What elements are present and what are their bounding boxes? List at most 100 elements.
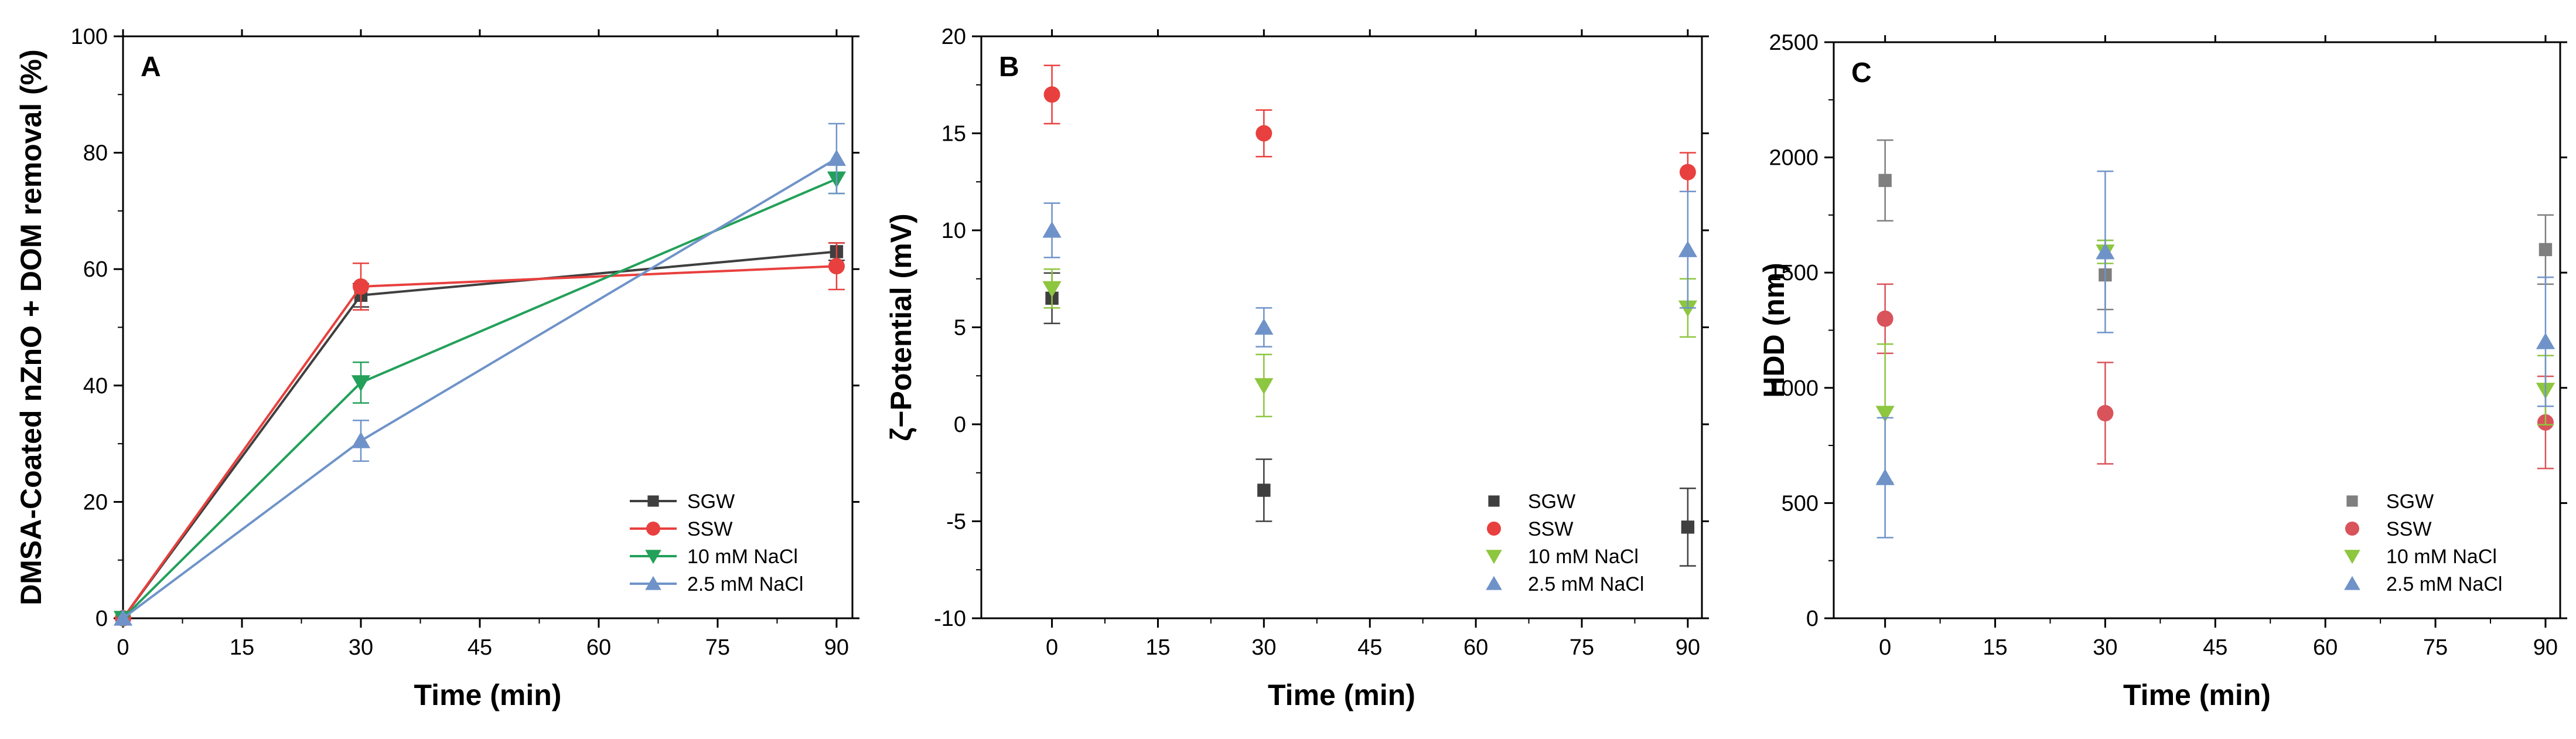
legend-label: SGW <box>2386 491 2434 513</box>
series-sgw <box>1043 272 1696 567</box>
data-point <box>2536 332 2555 349</box>
y-tick-label: 5 <box>954 316 966 340</box>
x-tick-label: 30 <box>1251 635 1276 660</box>
legend-marker <box>2344 575 2360 590</box>
legend: SGW SSW 10 mM NaCl 2.5 mM NaCl <box>630 491 803 595</box>
x-tick-label: 45 <box>468 635 492 660</box>
series-sgw <box>1876 139 2554 311</box>
y-tick-label: 1000 <box>1769 376 1818 401</box>
legend-label: 2.5 mM NaCl <box>1528 573 1644 595</box>
x-tick-label: 30 <box>2093 635 2117 660</box>
legend-marker <box>645 550 661 564</box>
x-tick-label: 0 <box>1879 635 1891 660</box>
data-point <box>352 278 369 295</box>
series-10-mm-nacl <box>1042 268 1697 418</box>
x-tick-label: 0 <box>117 635 129 660</box>
data-point <box>1678 300 1697 317</box>
data-point <box>1875 406 1895 423</box>
series-2-5-mm-nacl <box>1042 190 1697 348</box>
series-2-5-mm-nacl <box>1875 170 2555 539</box>
data-point <box>1257 483 1271 497</box>
panel-a: 0 15 30 45 60 75 90 0 20 40 60 80 100 Time (min) DMSA-… <box>15 25 859 711</box>
data-point <box>1042 281 1062 298</box>
y-tick-label: 1500 <box>1769 261 1818 285</box>
x-tick-label: 90 <box>824 635 849 660</box>
x-tick-label: 45 <box>1357 635 1382 660</box>
y-tick-label: 40 <box>83 374 108 399</box>
legend-marker <box>1488 495 1500 507</box>
y-tick-label: 0 <box>95 607 108 631</box>
y-tick-label: 500 <box>1782 491 1818 516</box>
panel-label: B <box>999 52 1019 83</box>
data-point <box>351 431 371 448</box>
data-point <box>113 609 133 626</box>
x-axis-title: Time (min) <box>2123 679 2271 711</box>
y-tick-label: -10 <box>934 607 966 631</box>
legend: SGW SSW 10 mM NaCl 2.5 mM NaCl <box>1486 491 1644 595</box>
series-2-5-mm-nacl <box>113 122 847 626</box>
y-axis-title: DMSA-Coated nZnO + DOM removal (%) <box>15 49 47 605</box>
legend-marker <box>1486 550 1502 564</box>
x-tick-label: 75 <box>2423 635 2448 660</box>
legend-marker <box>2344 550 2360 564</box>
y-tick-label: 2000 <box>1769 146 1818 171</box>
y-tick-label: 15 <box>941 122 966 147</box>
x-axis-title: Time (min) <box>1268 679 1415 711</box>
y-tick-label: 10 <box>941 219 966 243</box>
data-point <box>1876 310 1893 327</box>
plot-frame <box>1833 41 2561 619</box>
series-ssw <box>1876 283 2554 469</box>
x-tick-label: 60 <box>1463 635 1488 660</box>
data-point <box>1878 173 1892 188</box>
data-point <box>2539 243 2553 257</box>
data-point <box>1875 468 1895 485</box>
x-tick-label: 90 <box>2533 635 2558 660</box>
legend-label: 10 mM NaCl <box>2386 546 2497 568</box>
series-ssw <box>1043 64 1696 193</box>
x-axis-title: Time (min) <box>414 679 562 711</box>
legend-marker <box>2346 495 2358 507</box>
legend-marker <box>646 522 660 536</box>
legend-marker <box>1486 575 1502 590</box>
legend-marker <box>1487 522 1501 536</box>
data-point <box>1681 520 1695 534</box>
x-tick-label: 0 <box>1046 635 1058 660</box>
legend-label: 2.5 mM NaCl <box>2386 573 2502 595</box>
data-point <box>1042 221 1062 238</box>
legend: SGW SSW 10 mM NaCl 2.5 mM NaCl <box>2344 491 2502 595</box>
y-axis-title: HDD (nm) <box>1758 263 1790 398</box>
x-tick-label: 75 <box>705 635 730 660</box>
y-tick-label: 20 <box>83 490 108 515</box>
x-tick-label: 75 <box>1570 635 1594 660</box>
series-ssw <box>115 242 845 626</box>
y-tick-label: 0 <box>1806 607 1818 631</box>
x-tick-label: 15 <box>1983 635 2007 660</box>
panel-label: A <box>141 52 161 83</box>
x-tick-label: 90 <box>1676 635 1700 660</box>
y-tick-label: 2500 <box>1769 30 1818 55</box>
data-point <box>1678 240 1697 257</box>
panel-c: 0 15 30 45 60 75 90 0 500 1000 1500 2000 2500 Time (m… <box>1758 30 2567 711</box>
data-point <box>2096 243 2115 260</box>
x-tick-label: 60 <box>586 635 611 660</box>
y-tick-label: 20 <box>941 25 966 49</box>
legend-marker <box>645 575 661 590</box>
data-point <box>1254 318 1274 335</box>
y-tick-label: 0 <box>954 413 966 437</box>
legend-label: SSW <box>1528 518 1573 540</box>
data-point <box>1043 86 1060 103</box>
y-tick-label: -5 <box>946 510 966 534</box>
data-point <box>2097 405 2114 422</box>
x-tick-label: 30 <box>349 635 373 660</box>
x-tick-label: 15 <box>230 635 254 660</box>
legend-label: SGW <box>1528 491 1575 513</box>
y-tick-label: 60 <box>83 257 108 282</box>
legend-marker <box>2345 522 2359 536</box>
data-point <box>1254 378 1274 395</box>
data-point <box>827 149 847 166</box>
x-tick-label: 15 <box>1145 635 1170 660</box>
panel-b: 0 15 30 45 60 75 90 -10 -5 0 5 10 15 20 Time (min) ζ−Po… <box>885 25 1709 711</box>
data-point <box>828 258 845 275</box>
y-tick-label: 80 <box>83 141 108 166</box>
